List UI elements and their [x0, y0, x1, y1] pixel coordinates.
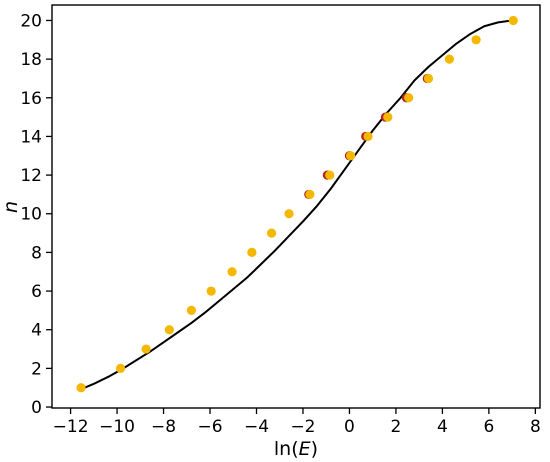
- y-axis-label: n: [0, 201, 22, 213]
- y-tick-label: 0: [31, 398, 42, 418]
- orange-data-point: [247, 247, 257, 258]
- orange-data-point: [141, 344, 151, 354]
- orange-data-point: [383, 112, 393, 122]
- plot-area: [76, 15, 518, 393]
- orange-data-point: [267, 228, 277, 238]
- x-tick-label: −12: [53, 417, 89, 437]
- x-tick-label: 2: [391, 417, 402, 437]
- x-axis-label: ln(E): [274, 438, 318, 460]
- x-tick-label: −8: [151, 417, 176, 437]
- orange-data-point: [325, 170, 335, 180]
- x-axis-label-prefix: ln(: [274, 438, 299, 460]
- y-tick-label: 6: [31, 282, 42, 302]
- axis-ticks: −12 −10 −8 −6 −4 −2 0 2 4 6 8 0 2 4 6 8 10 12 14 16 18 20: [20, 11, 540, 437]
- x-axis-label-suffix: ): [311, 438, 318, 460]
- fit-curve: [79, 19, 513, 391]
- y-tick-label: 10: [20, 205, 42, 225]
- y-tick-label: 14: [20, 127, 42, 147]
- orange-data-point: [305, 189, 315, 200]
- orange-data-point: [363, 131, 373, 142]
- x-tick-label: −6: [197, 417, 222, 437]
- orange-data-point: [227, 267, 237, 277]
- orange-data-point: [423, 73, 434, 84]
- orange-data-point: [115, 363, 126, 373]
- x-tick-label: 6: [483, 417, 494, 437]
- x-tick-label: −10: [99, 417, 135, 437]
- x-tick-label: 8: [530, 417, 541, 437]
- orange-data-point: [206, 286, 216, 296]
- axes-frame: [51, 4, 541, 409]
- orange-data-point: [444, 54, 454, 64]
- y-tick-label: 8: [31, 243, 42, 263]
- y-tick-label: 2: [31, 359, 42, 379]
- orange-data-point: [284, 209, 294, 219]
- orange-data-point: [508, 15, 518, 26]
- orange-data-point: [471, 35, 481, 45]
- orange-data-point: [164, 325, 174, 335]
- y-tick-label: 20: [20, 11, 42, 31]
- orange-data-point: [346, 151, 356, 161]
- y-tick-label: 12: [20, 166, 42, 186]
- x-tick-label: −2: [290, 417, 315, 437]
- orange-data-point: [404, 93, 414, 103]
- x-tick-label: 0: [344, 417, 355, 437]
- x-tick-label: 4: [437, 417, 448, 437]
- orange-data-point: [76, 383, 86, 393]
- y-tick-label: 18: [20, 50, 42, 70]
- y-tick-label: 16: [20, 89, 42, 109]
- x-axis-label-variable: E: [299, 438, 311, 460]
- x-tick-label: −4: [244, 417, 269, 437]
- orange-data-point: [186, 305, 197, 315]
- y-tick-label: 4: [31, 321, 42, 341]
